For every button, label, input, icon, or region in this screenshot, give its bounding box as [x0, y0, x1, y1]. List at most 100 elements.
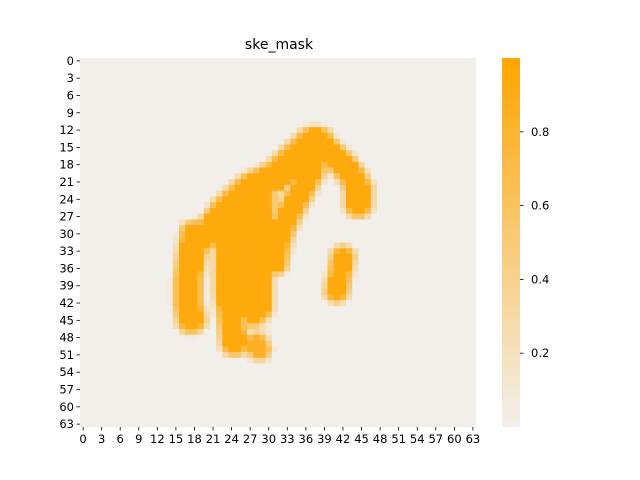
heatmap-cell — [407, 138, 415, 145]
heatmap-cell — [364, 58, 372, 65]
heatmap-cell — [209, 127, 217, 134]
heatmap-cell — [228, 386, 236, 393]
x-tick-label: 33 — [280, 432, 295, 446]
heatmap-cell — [110, 213, 118, 220]
heatmap-cell — [407, 277, 415, 284]
heatmap-cell — [86, 398, 93, 405]
heatmap-cell — [451, 282, 458, 289]
heatmap-cell — [253, 81, 260, 88]
heatmap-cell — [327, 311, 335, 318]
heatmap-cell — [240, 173, 248, 180]
heatmap-cell — [265, 300, 273, 307]
heatmap-cell — [154, 104, 161, 111]
heatmap-cell — [197, 109, 205, 117]
heatmap-cell — [426, 63, 434, 70]
heatmap-cell — [197, 294, 205, 301]
heatmap-cell — [457, 317, 464, 324]
heatmap-cell — [86, 248, 93, 255]
heatmap-cell — [383, 248, 390, 255]
heatmap-cell — [352, 115, 359, 122]
heatmap-cell — [179, 138, 186, 145]
heatmap-cell — [407, 254, 415, 261]
heatmap-cell — [296, 392, 304, 399]
heatmap-cell — [407, 230, 415, 238]
heatmap-cell — [129, 69, 137, 76]
heatmap-cell — [197, 415, 205, 422]
heatmap-cell — [234, 271, 242, 278]
heatmap-cell — [271, 403, 279, 411]
heatmap-cell — [339, 352, 347, 359]
heatmap-cell — [253, 363, 260, 370]
heatmap-cell — [469, 369, 477, 376]
heatmap-cell — [141, 323, 149, 330]
heatmap-cell — [86, 317, 93, 324]
heatmap-cell — [110, 317, 118, 324]
heatmap-cell — [420, 300, 427, 307]
heatmap-cell — [228, 236, 236, 243]
heatmap-cell — [259, 357, 266, 364]
heatmap-cell — [278, 352, 285, 359]
heatmap-cell — [253, 202, 260, 209]
heatmap-cell — [395, 386, 403, 393]
heatmap-cell — [265, 317, 273, 324]
heatmap-cell — [160, 121, 167, 128]
heatmap-cell — [414, 121, 421, 128]
heatmap-cell — [222, 265, 229, 272]
heatmap-cell — [302, 202, 310, 209]
heatmap-cell — [197, 144, 205, 151]
heatmap-cell — [284, 386, 291, 393]
heatmap-cell — [364, 248, 372, 255]
heatmap-cell — [129, 409, 137, 416]
heatmap-cell — [401, 288, 409, 295]
heatmap-cell — [352, 167, 359, 174]
y-tick-label: 15 — [59, 140, 74, 154]
heatmap-cell — [438, 219, 446, 226]
heatmap-cell — [80, 150, 87, 157]
heatmap-cell — [339, 357, 347, 364]
heatmap-cell — [432, 184, 440, 191]
heatmap-cell — [346, 392, 353, 399]
heatmap-cell — [92, 230, 99, 238]
heatmap-cell — [296, 369, 304, 376]
heatmap-cell — [240, 127, 248, 134]
heatmap-cell — [228, 161, 236, 168]
heatmap-cell — [203, 277, 211, 284]
heatmap-cell — [383, 58, 390, 65]
heatmap-cell — [457, 352, 464, 359]
heatmap-cell — [352, 81, 359, 88]
heatmap-cell — [395, 403, 403, 411]
heatmap-cell — [253, 357, 260, 364]
heatmap-cell — [377, 202, 384, 209]
heatmap-cell — [123, 363, 130, 370]
heatmap-cell — [166, 179, 174, 186]
heatmap-cell — [160, 69, 167, 76]
heatmap-cell — [445, 357, 452, 364]
heatmap-cell — [209, 132, 217, 140]
heatmap-cell — [271, 202, 279, 209]
heatmap-cell — [166, 144, 174, 151]
heatmap-cell — [104, 398, 112, 405]
heatmap-cell — [395, 92, 403, 99]
y-tick-label: 57 — [59, 383, 74, 397]
x-axis: 0 3 6 9 12 15 18 21 24 27 30 33 36 39 42 45 48 51 54 57 60 63 — [79, 427, 480, 446]
heatmap-cell — [389, 230, 396, 238]
heatmap-cell — [179, 161, 186, 168]
heatmap-cell — [370, 363, 378, 370]
heatmap-cell — [321, 398, 328, 405]
heatmap-cell — [191, 144, 198, 151]
heatmap-cell — [222, 115, 229, 122]
heatmap-cell — [203, 104, 211, 111]
heatmap-cell — [451, 403, 458, 411]
heatmap-cell — [395, 69, 403, 76]
heatmap-cell — [401, 265, 409, 272]
heatmap-cell — [191, 346, 198, 353]
heatmap-cell — [383, 236, 390, 243]
heatmap-cell — [203, 288, 211, 295]
heatmap-cell — [457, 144, 464, 151]
heatmap-cell — [129, 403, 137, 411]
heatmap-cell — [117, 346, 124, 353]
heatmap-cell — [469, 282, 477, 289]
heatmap-cell — [370, 254, 378, 261]
heatmap-cell — [445, 305, 452, 313]
heatmap-cell — [179, 254, 186, 261]
